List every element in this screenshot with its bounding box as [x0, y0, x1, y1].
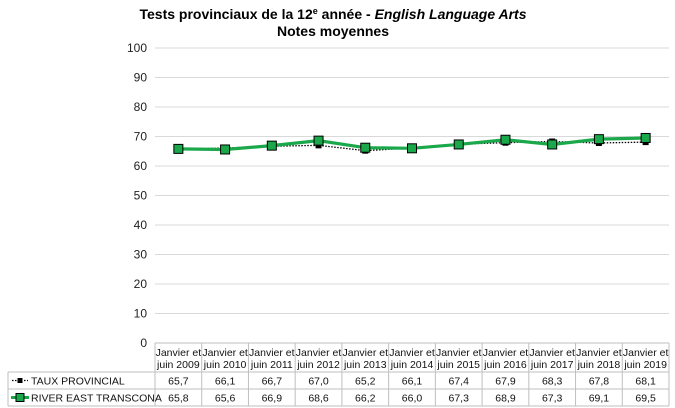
chart-title: Tests provinciaux de la 12e année - Engl…: [139, 6, 526, 22]
y-tick-label: 60: [134, 159, 148, 173]
y-tick-label: 30: [134, 248, 148, 262]
data-table-value: 69,5: [635, 393, 656, 405]
data-table-value: 67,3: [542, 393, 563, 405]
data-table-value: 67,9: [495, 376, 516, 388]
legend-label: TAUX PROVINCIAL: [31, 376, 125, 388]
data-table-value: 68,6: [308, 393, 329, 405]
data-table-value: 68,9: [495, 393, 516, 405]
data-table-value: 66,1: [215, 376, 236, 388]
data-table-value: 66,0: [402, 393, 423, 405]
category-label: Janvier et juin 2017: [529, 347, 575, 371]
data-table-value: 65,8: [168, 393, 189, 405]
data-table-value: 69,1: [589, 393, 610, 405]
series-lines: [173, 132, 651, 155]
y-tick-label: 0: [140, 336, 147, 350]
y-tick-label: 80: [134, 100, 148, 114]
point-river-east: [173, 143, 184, 154]
data-table-value: 67,0: [308, 376, 329, 388]
point-river-east: [547, 139, 558, 150]
category-label: Janvier et juin 2019: [623, 347, 669, 371]
legend-marker-river-east: [15, 393, 25, 402]
data-table-value: 66,7: [262, 376, 283, 388]
category-label: Janvier et juin 2016: [483, 347, 529, 371]
data-table-value: 65,7: [168, 376, 189, 388]
point-river-east: [266, 140, 277, 151]
category-label: Janvier et juin 2015: [436, 347, 482, 371]
chart-title-superscript: e: [313, 6, 318, 16]
point-river-east: [360, 142, 371, 153]
chart-title-italic: English Language Arts: [375, 6, 527, 22]
gridlines: [155, 47, 669, 314]
category-label: Janvier et juin 2009: [156, 347, 202, 371]
y-tick-label: 10: [134, 307, 148, 321]
point-river-east: [407, 143, 417, 154]
data-table-value: 66,9: [262, 393, 283, 405]
legend-marker-provincial: [17, 378, 23, 383]
point-river-east: [453, 139, 464, 150]
y-tick-label: 50: [134, 189, 148, 203]
category-label: Janvier et juin 2010: [202, 347, 248, 371]
chart-title-middle: année -: [318, 6, 375, 22]
point-river-east: [593, 134, 604, 145]
chart-subtitle: Notes moyennes: [277, 23, 389, 39]
data-table-value: 68,1: [635, 376, 656, 388]
y-tick-label: 90: [134, 71, 148, 85]
data-table-value: 68,3: [542, 376, 563, 388]
point-river-east: [220, 144, 231, 155]
point-river-east: [640, 132, 651, 143]
data-table-value: 67,8: [589, 376, 610, 388]
data-table-value: 65,6: [215, 393, 236, 405]
data-table-value: 65,2: [355, 376, 376, 388]
point-river-east: [313, 135, 324, 146]
chart-title-main: Tests provinciaux de la 12: [139, 6, 312, 22]
legend-label: RIVER EAST TRANSCONA: [31, 393, 162, 405]
category-label: Janvier et juin 2018: [576, 347, 622, 371]
y-axis: 0 10 20 30 40 50 60 70 80 90 100: [127, 41, 147, 350]
category-label: Janvier et juin 2014: [389, 347, 435, 371]
y-tick-label: 100: [127, 41, 147, 55]
point-river-east: [500, 134, 511, 145]
data-table-value: 66,2: [355, 393, 376, 405]
data-table-value: 67,4: [449, 376, 470, 388]
y-tick-label: 40: [134, 218, 148, 232]
category-label: Janvier et juin 2013: [343, 347, 389, 371]
data-table-value: 67,3: [449, 393, 470, 405]
category-label: Janvier et juin 2011: [249, 347, 295, 371]
category-label: Janvier et juin 2012: [296, 347, 342, 371]
y-tick-label: 70: [134, 130, 148, 144]
data-table-value: 66,1: [402, 376, 423, 388]
y-tick-label: 20: [134, 277, 148, 291]
